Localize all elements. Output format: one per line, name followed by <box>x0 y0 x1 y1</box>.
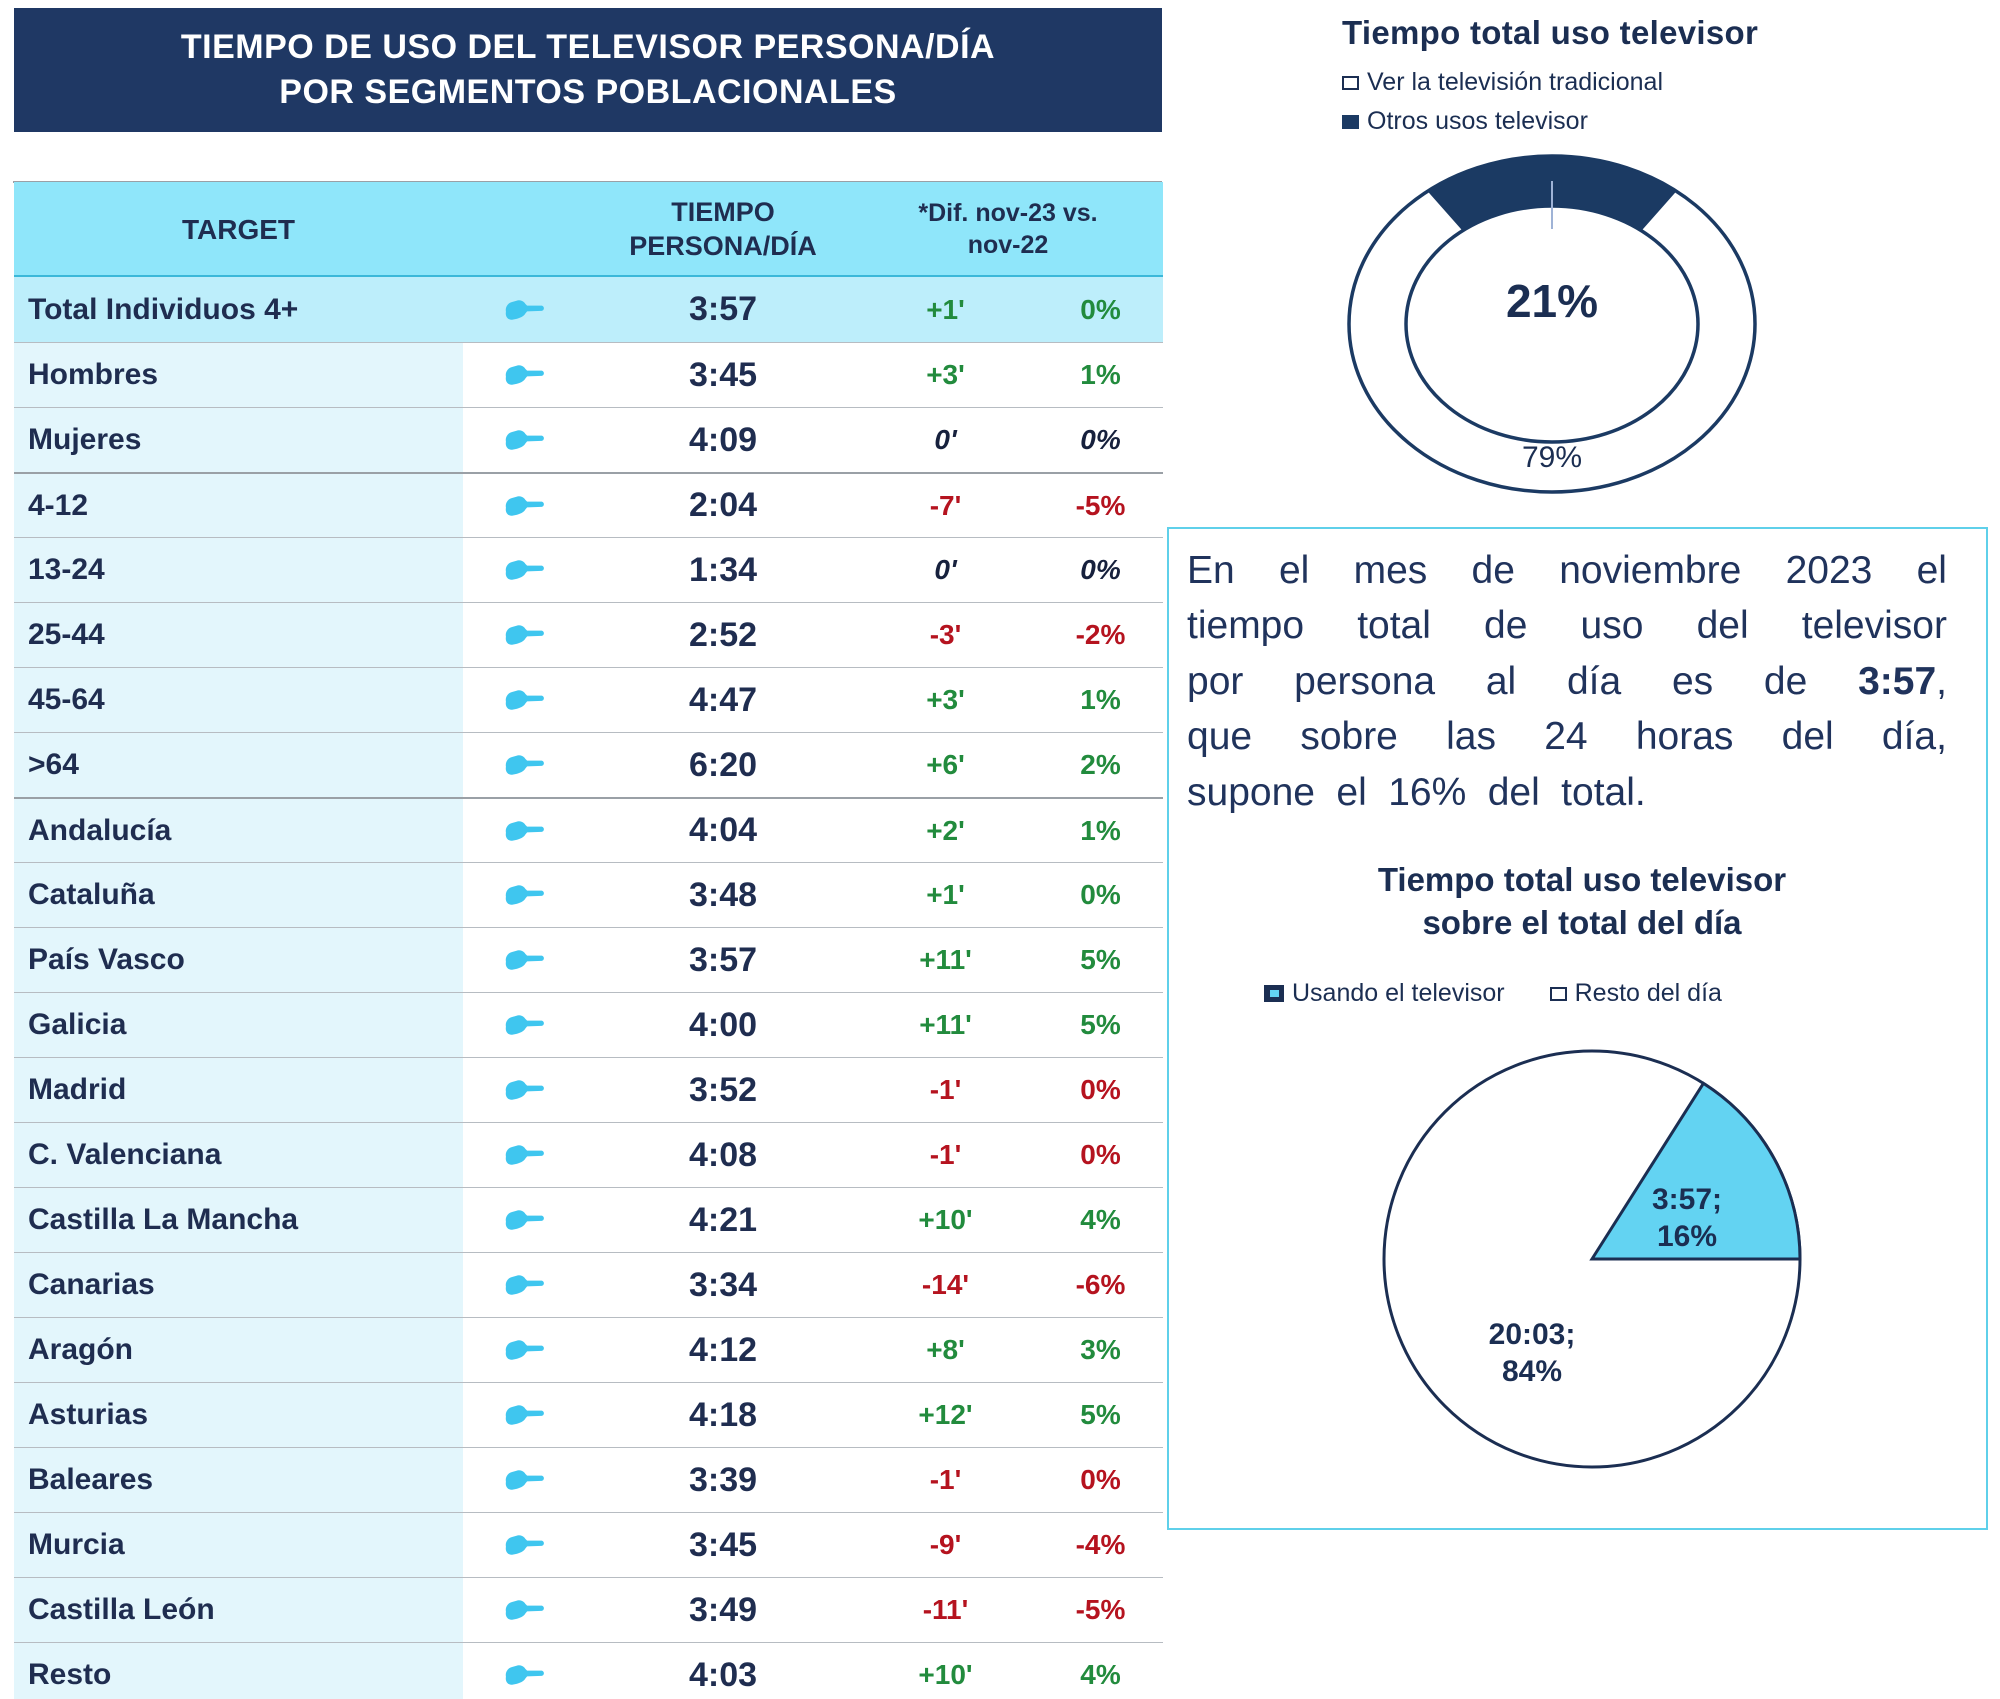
svg-text:16%: 16% <box>1657 1220 1717 1253</box>
svg-text:20:03;: 20:03; <box>1489 1318 1576 1351</box>
svg-text:3:57;: 3:57; <box>1652 1183 1722 1216</box>
svg-text:84%: 84% <box>1502 1355 1562 1388</box>
